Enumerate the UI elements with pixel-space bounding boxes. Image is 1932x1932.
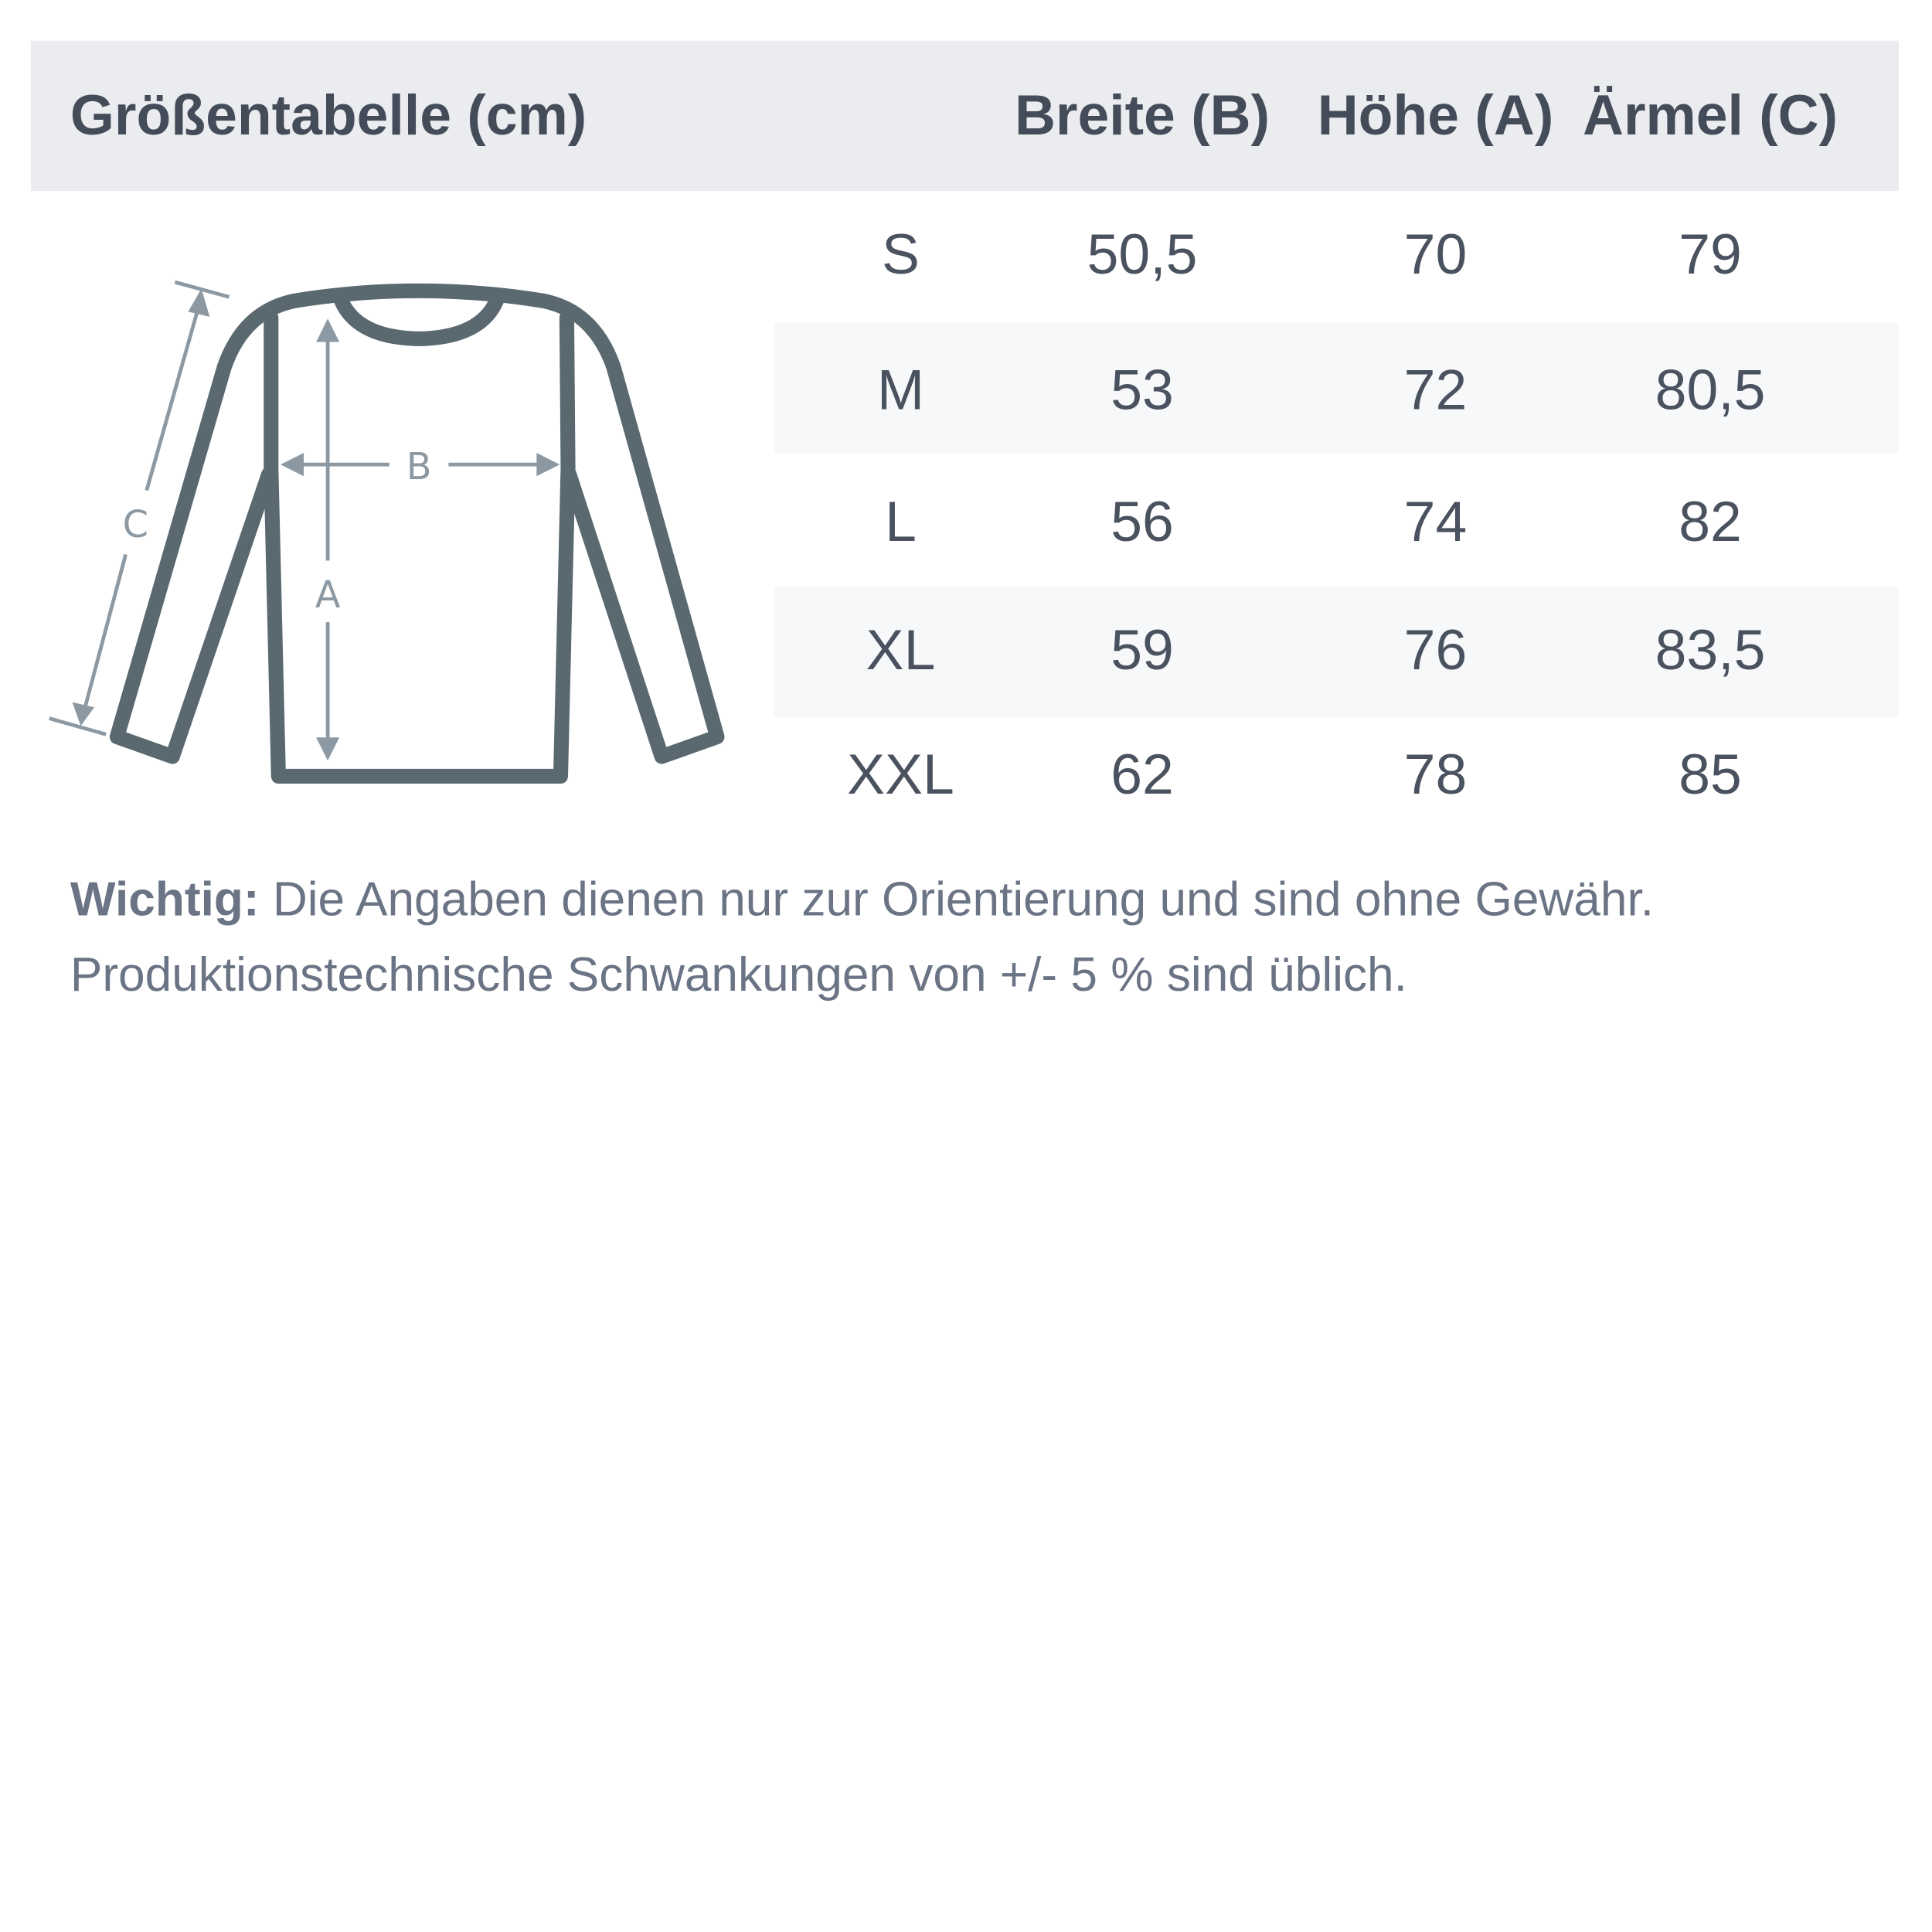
table-cell: 82 bbox=[1679, 488, 1742, 553]
table-cell: 53 bbox=[1111, 357, 1174, 422]
measure-lines bbox=[49, 280, 560, 761]
size-label: S bbox=[882, 221, 920, 286]
table-cell: 62 bbox=[1111, 741, 1174, 806]
sweater-outline-icon bbox=[109, 283, 725, 784]
header-band bbox=[30, 40, 1899, 192]
column-header-hoehe: Höhe (A) bbox=[1317, 82, 1554, 147]
table-cell: 56 bbox=[1111, 488, 1174, 553]
row-stripe bbox=[774, 586, 1899, 717]
size-label: M bbox=[876, 357, 925, 422]
chart-title: Größentabelle (cm) bbox=[70, 82, 587, 147]
column-header-aermel: Ärmel (C) bbox=[1582, 82, 1838, 147]
table-cell: 80,5 bbox=[1655, 357, 1766, 422]
table-cell: 74 bbox=[1403, 488, 1468, 553]
label-c: C bbox=[123, 504, 148, 546]
note-bold: Wichtig: bbox=[70, 873, 260, 927]
table-cell: 50,5 bbox=[1087, 221, 1198, 286]
label-a: A bbox=[315, 574, 341, 617]
table-cell: 78 bbox=[1403, 741, 1468, 806]
size-label: XL bbox=[866, 617, 936, 682]
size-label: XXL bbox=[847, 741, 954, 806]
table-cell: 72 bbox=[1403, 357, 1468, 422]
row-stripe bbox=[774, 322, 1899, 454]
note-line-2: Produktionstechnische Schwankungen von +… bbox=[70, 948, 1407, 1002]
table-cell: 85 bbox=[1679, 741, 1742, 806]
table-cell: 83,5 bbox=[1655, 617, 1766, 682]
note-text: Die Angaben dienen nur zur Orientierung … bbox=[259, 873, 1655, 927]
label-b: B bbox=[406, 446, 432, 488]
table-cell: 79 bbox=[1679, 221, 1742, 286]
table-cell: 76 bbox=[1403, 617, 1468, 682]
note-line-1: Wichtig: Die Angaben dienen nur zur Orie… bbox=[70, 873, 1654, 927]
column-header-breite: Breite (B) bbox=[1014, 82, 1270, 147]
size-label: L bbox=[885, 488, 917, 553]
table-cell: 59 bbox=[1111, 617, 1174, 682]
table-cell: 70 bbox=[1403, 221, 1468, 286]
